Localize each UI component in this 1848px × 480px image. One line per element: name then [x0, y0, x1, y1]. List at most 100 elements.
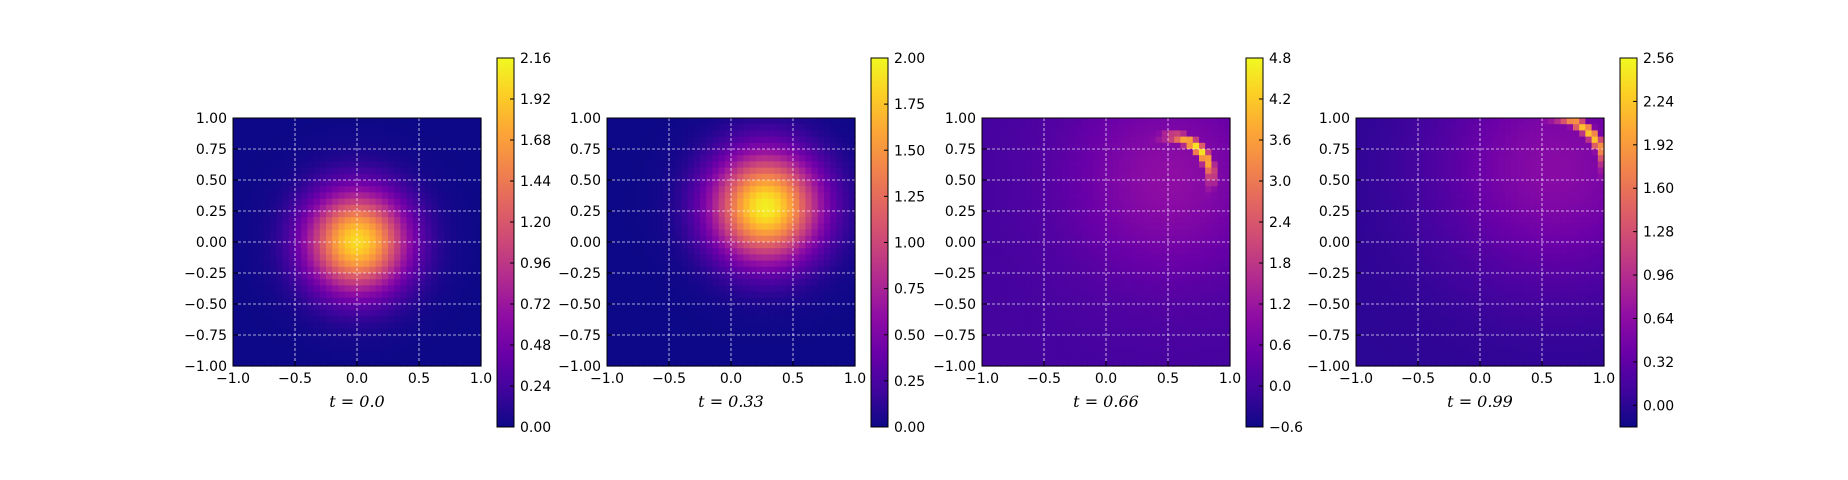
heatmap-cell — [631, 161, 639, 169]
heatmap-cell — [706, 347, 713, 355]
heatmap-cell — [613, 211, 620, 218]
heatmap-cell — [700, 180, 707, 187]
heatmap-cell — [307, 186, 315, 193]
heatmap-cell — [276, 266, 284, 274]
heatmap-cell — [712, 347, 720, 355]
heatmap-cell — [412, 124, 420, 131]
heatmap-cell — [1155, 186, 1163, 193]
heatmap-cell — [1124, 279, 1132, 286]
heatmap-cell — [257, 248, 265, 255]
colorbar-gradient — [1245, 57, 1264, 428]
heatmap-cell — [264, 359, 271, 367]
heatmap-cell — [824, 260, 831, 268]
heatmap-cell — [1081, 347, 1088, 355]
heatmap-cell — [786, 353, 794, 361]
heatmap-cell — [718, 211, 726, 218]
heatmap-cell — [619, 260, 627, 268]
heatmap-cell — [724, 304, 732, 311]
heatmap-cell — [295, 229, 302, 237]
heatmap-cell — [344, 192, 352, 200]
heatmap-cell — [1199, 204, 1206, 212]
heatmap-cell — [431, 204, 439, 212]
heatmap-cell — [762, 180, 769, 187]
heatmap-cell — [1000, 266, 1008, 274]
heatmap-cell — [625, 285, 633, 293]
heatmap-cell — [1106, 229, 1113, 237]
heatmap-cell — [768, 279, 775, 286]
heatmap-cell — [737, 322, 744, 330]
heatmap-cell — [443, 211, 451, 218]
heatmap-cell — [1192, 211, 1200, 218]
heatmap-cell — [1081, 335, 1088, 342]
heatmap-cell — [1149, 136, 1157, 144]
heatmap-cell — [1180, 198, 1188, 206]
heatmap-cell — [1025, 316, 1033, 324]
heatmap-cell — [251, 161, 259, 169]
heatmap-cell — [749, 254, 757, 262]
heatmap-cell — [450, 260, 457, 268]
heatmap-cell — [1130, 161, 1138, 169]
heatmap-cell — [288, 142, 296, 150]
heatmap-cell — [462, 273, 470, 280]
heatmap-cell — [338, 161, 346, 169]
heatmap-cell — [1050, 347, 1057, 355]
heatmap-cell — [749, 192, 757, 200]
heatmap-cell — [1223, 118, 1231, 125]
heatmap-cell — [437, 198, 445, 206]
heatmap-cell — [257, 310, 265, 317]
heatmap-cell — [344, 328, 352, 336]
heatmap-cell — [1019, 229, 1026, 237]
heatmap-cell — [307, 229, 315, 237]
heatmap-cell — [749, 248, 757, 255]
heatmap-cell — [319, 118, 327, 125]
heatmap-cell — [264, 155, 271, 162]
heatmap-cell — [375, 167, 383, 175]
heatmap-cell — [743, 304, 751, 311]
heatmap-cell — [1081, 229, 1088, 237]
heatmap-cell — [762, 155, 769, 162]
heatmap-cell — [1137, 180, 1144, 187]
heatmap-cell — [638, 328, 645, 336]
heatmap-cell — [607, 229, 614, 237]
heatmap-cell — [681, 130, 689, 138]
heatmap-cell — [830, 229, 837, 237]
heatmap-cell — [1143, 198, 1150, 206]
heatmap-cell — [644, 359, 651, 367]
heatmap-cell — [443, 297, 451, 305]
heatmap-cell — [282, 322, 290, 330]
heatmap-cell — [1223, 310, 1231, 317]
heatmap-cell — [1205, 273, 1212, 280]
subplot-caption: t = 0.33 — [698, 392, 764, 411]
colorbar-tick-label: 0.48 — [520, 338, 551, 354]
heatmap-cell — [638, 186, 645, 193]
heatmap-cell — [419, 353, 426, 361]
heatmap-cell — [1006, 341, 1014, 348]
heatmap-cell — [264, 279, 271, 286]
heatmap-cell — [1199, 173, 1206, 181]
heatmap-cell — [1019, 273, 1026, 280]
heatmap-cell — [662, 186, 670, 193]
heatmap-cell — [474, 198, 482, 206]
heatmap-cell — [450, 279, 457, 286]
heatmap-cell — [830, 266, 837, 274]
heatmap-cell — [326, 235, 333, 243]
heatmap-cell — [437, 173, 445, 181]
heatmap-cell — [1050, 273, 1057, 280]
heatmap-cell — [313, 328, 321, 336]
heatmap-cell — [381, 186, 389, 193]
heatmap-cell — [344, 118, 352, 125]
heatmap-cell — [462, 118, 470, 125]
heatmap-cell — [425, 211, 432, 218]
heatmap-cell — [650, 322, 658, 330]
heatmap-cell — [1050, 291, 1057, 299]
heatmap-cell — [375, 254, 383, 262]
heatmap-cell — [1205, 118, 1212, 125]
heatmap-cell — [824, 130, 831, 138]
heatmap-cell — [731, 328, 738, 336]
heatmap-cell — [1013, 223, 1020, 231]
heatmap-cell — [1037, 310, 1045, 317]
heatmap-cell — [1168, 335, 1175, 342]
heatmap-cell — [762, 235, 769, 243]
heatmap-cell — [301, 167, 308, 175]
heatmap-cell — [419, 124, 426, 131]
